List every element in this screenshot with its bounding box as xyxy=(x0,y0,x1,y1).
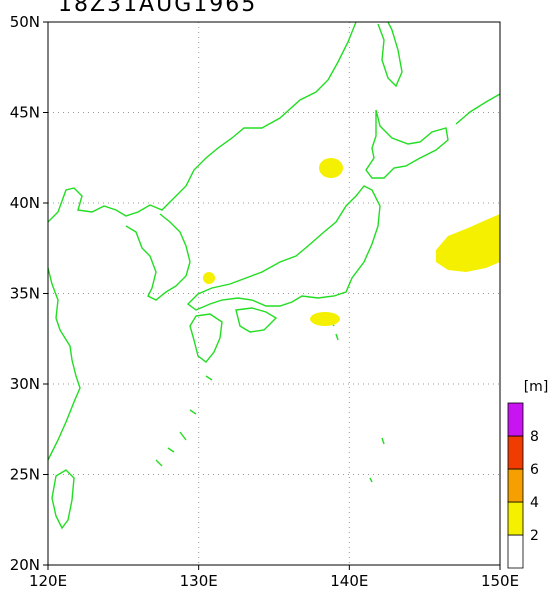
longitude-labels: 120E 130E 140E 150E xyxy=(29,565,519,590)
taiwan-coast xyxy=(51,469,75,530)
china-coast xyxy=(47,267,81,461)
hokkaido-coast xyxy=(365,109,449,179)
colorbar-swatch xyxy=(507,501,524,536)
kyushu-coast xyxy=(189,313,223,363)
wave-patch-pacific xyxy=(436,214,500,272)
lon-tick-label: 130E xyxy=(180,572,218,590)
lat-tick-label: 20N xyxy=(10,556,40,574)
shikoku-coast xyxy=(235,307,278,333)
wave-patch-sea-of-japan xyxy=(319,158,343,178)
lon-tick-label: 140E xyxy=(330,572,368,590)
colorbar-label: 6 xyxy=(530,462,539,478)
coastlines xyxy=(47,21,501,530)
korea-coast xyxy=(125,213,191,301)
colorbar-swatch xyxy=(507,534,524,569)
colorbar-swatch xyxy=(507,468,524,503)
kuril-coast xyxy=(455,93,501,125)
colorbar: [m] 2 4 6 8 xyxy=(507,379,549,569)
lat-tick-label: 50N xyxy=(10,13,40,31)
latitude-labels: 50N 45N 40N 35N 30N 25N 20N xyxy=(10,13,48,574)
lat-tick-label: 40N xyxy=(10,194,40,212)
ryukyu-coast xyxy=(155,375,213,467)
lon-tick-label: 150E xyxy=(481,572,519,590)
mainland-coast xyxy=(47,21,357,223)
sakhalin-coast xyxy=(377,21,403,88)
colorbar-swatch xyxy=(507,402,524,437)
lat-tick-label: 45N xyxy=(10,104,40,122)
lat-tick-label: 35N xyxy=(10,285,40,303)
map-grid xyxy=(48,22,500,565)
wave-patch-enshunada xyxy=(310,312,340,326)
colorbar-label: 4 xyxy=(530,495,539,511)
izu-coast xyxy=(329,319,385,483)
wave-height-fill xyxy=(203,158,500,326)
lat-tick-label: 25N xyxy=(10,466,40,484)
colorbar-unit: [m] xyxy=(524,379,549,395)
lon-tick-label: 120E xyxy=(29,572,67,590)
map-title: 18Z31AUG1965 xyxy=(58,0,258,17)
lat-tick-label: 30N xyxy=(10,375,40,393)
colorbar-label: 8 xyxy=(530,429,539,445)
wave-patch-tsushima xyxy=(203,272,215,284)
colorbar-swatch xyxy=(507,435,524,470)
colorbar-label: 2 xyxy=(530,528,539,544)
honshu-coast xyxy=(186,185,381,311)
